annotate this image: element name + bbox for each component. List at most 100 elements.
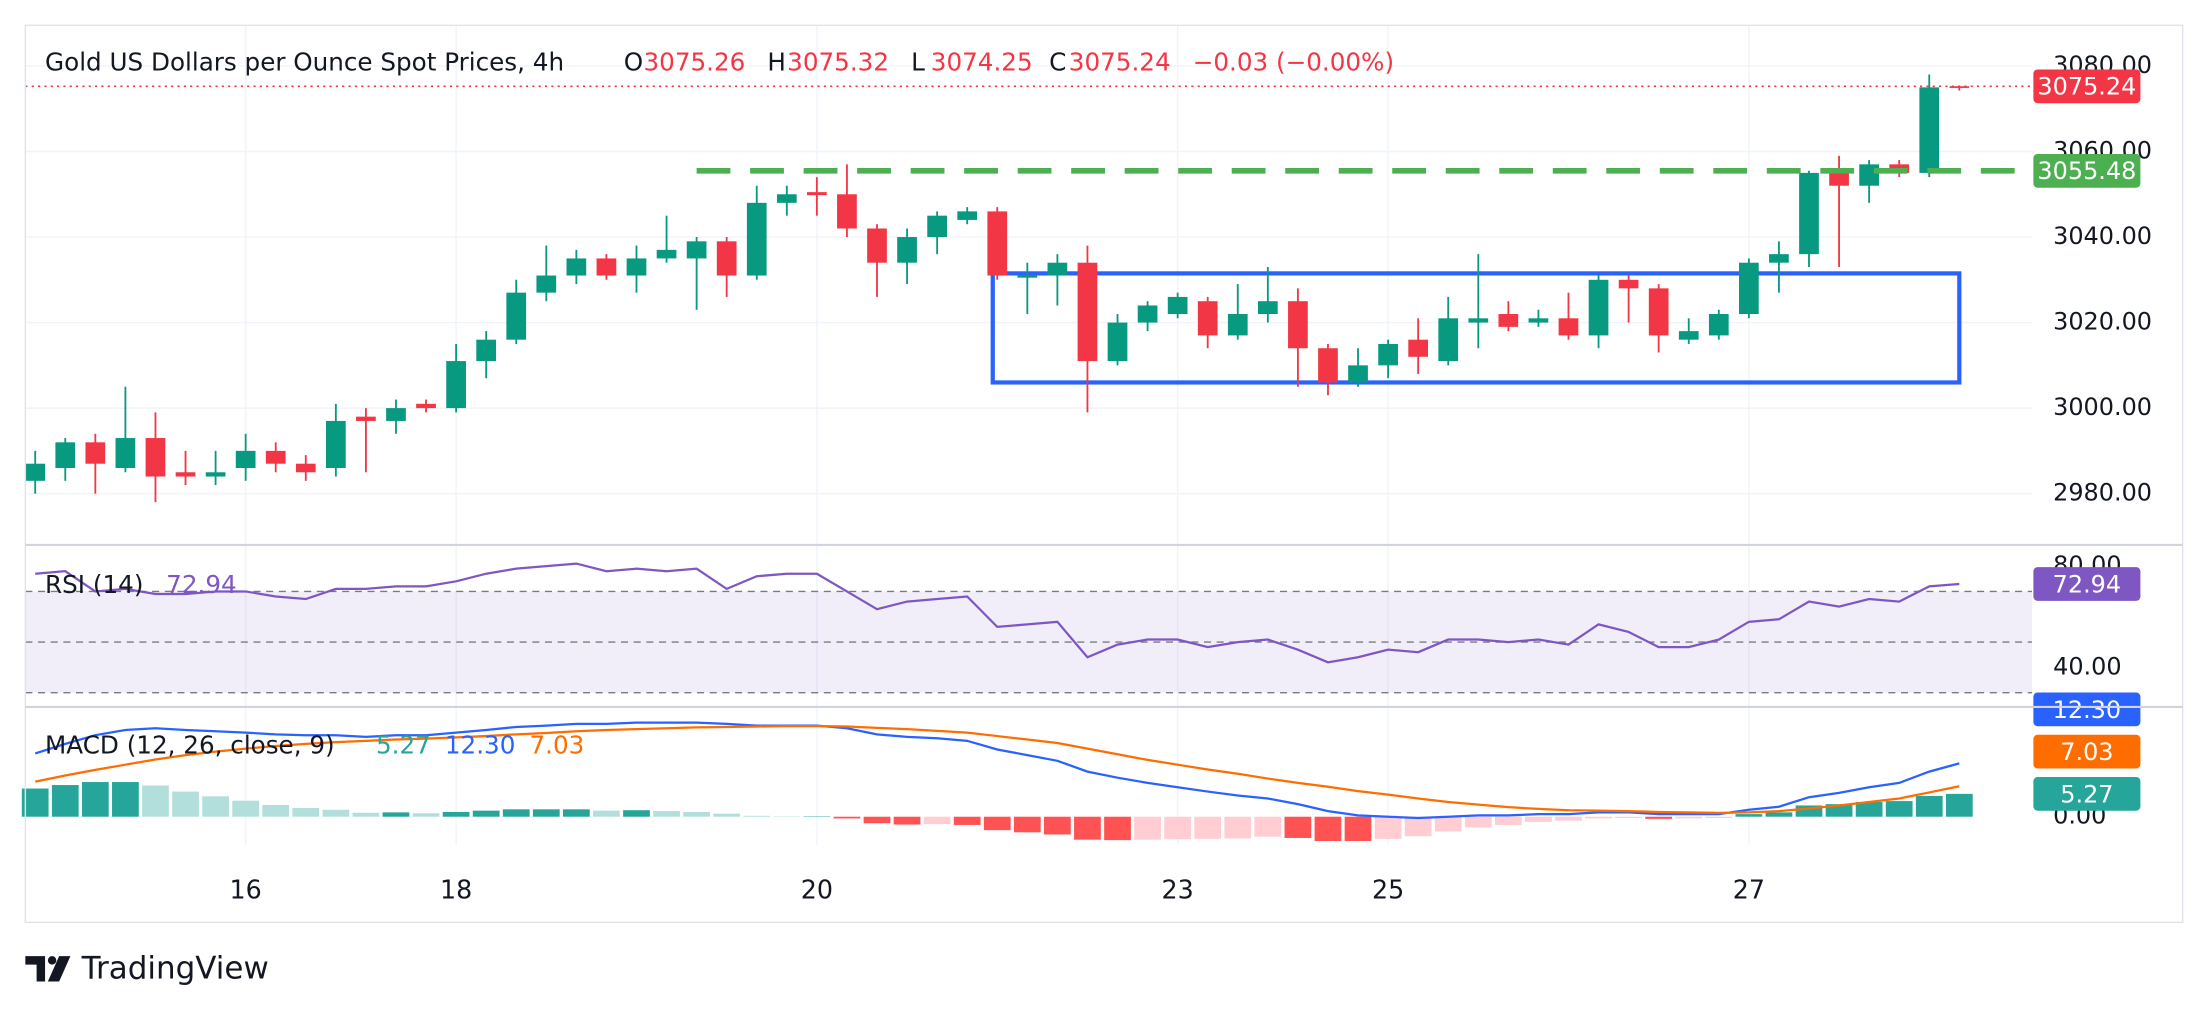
candle-body [566,258,587,276]
histogram-bar [232,800,260,817]
candle-body [1167,296,1188,315]
candle-body [1618,279,1639,289]
histogram-bar [1344,816,1372,842]
candle-body [265,450,286,464]
candle-body [1348,365,1368,383]
rsi-line [35,562,1960,664]
candle-body [295,463,316,473]
indicator-title: MACD (12, 26, close, 9) [45,730,335,759]
histogram-bar [893,816,921,825]
candle-body [1919,87,1940,173]
histogram-bar [21,788,49,817]
histogram-bar [953,816,981,825]
ohlc-value: 3075.32 [787,47,889,76]
candle-body [55,442,76,468]
histogram-bar [863,816,891,824]
histogram-bar [1404,816,1432,837]
candle-body [506,292,527,340]
change-label: −0.03 (−0.00%) [1193,47,1394,76]
histogram-bar [1224,816,1252,839]
histogram-bar [442,811,470,817]
candle-body [1227,314,1248,336]
price-badge [2033,567,2141,601]
histogram-bar [1284,816,1312,838]
histogram-bar [1735,814,1763,817]
histogram-bar [202,796,229,817]
candle-body [1588,279,1609,336]
x-tick-label: 18 [440,874,472,904]
logo-shape [47,956,57,965]
histogram-bar [322,809,350,817]
x-tick-label: 20 [801,874,833,904]
candle-body [1799,172,1819,255]
histogram-bar [262,805,290,817]
histogram-bar [743,815,771,817]
candle-body [1438,318,1459,362]
candle-body [686,241,707,259]
ohlc-value: 3075.24 [1069,47,1171,76]
candle-body [416,403,436,409]
ohlc-value: 3075.26 [644,47,746,76]
histogram-bar [1795,805,1823,817]
histogram-bar [1464,816,1492,828]
histogram-bar [172,791,199,817]
histogram-bar [983,816,1011,831]
y-tick-label: 3020.00 [2053,308,2152,336]
candle-body [145,438,166,477]
histogram-bar [51,785,79,817]
price-badge [2033,69,2141,104]
histogram-bar [623,810,650,817]
histogram-bar [472,810,500,817]
text-layer: 2980.003000.003020.003040.003060.003080.… [45,47,2152,904]
histogram-bar [502,809,530,817]
histogram-bar [1765,812,1793,817]
histogram-bar [1013,816,1041,833]
candle-body [1769,254,1789,263]
indicator-value: 12.30 [445,730,516,759]
histogram-bar [713,813,741,817]
candle-body [1859,164,1879,186]
histogram-bar [352,812,380,817]
range-box [990,271,1962,385]
histogram-bar [1645,816,1673,819]
histogram-bar [562,809,590,817]
logo-shape [25,956,46,982]
candle-body [85,442,106,464]
candle-body [1047,262,1068,276]
histogram-bar [1945,793,1973,817]
price-badge-label: 3055.48 [2037,157,2136,185]
histogram-bar [1164,816,1192,840]
price-badge-label: 3075.24 [2037,73,2136,101]
grid-layer [25,25,2032,845]
histogram-bar [1885,801,1913,817]
ohlc-prefix: C [1049,47,1066,76]
histogram-bar [1494,816,1522,825]
chart-title: Gold US Dollars per Ounce Spot Prices, 4… [45,47,564,76]
candle-body [837,194,857,229]
candle-body [776,194,797,203]
candle-body [1017,275,1038,278]
candle-body [175,472,196,477]
candle-body [1678,331,1699,340]
histogram-bar [1705,816,1733,819]
brand: TradingView [81,951,269,987]
candle-body [356,416,376,421]
ohlc-prefix: H [767,47,786,76]
x-tick-label: 25 [1372,874,1404,904]
histogram-bar [653,811,680,817]
y-tick-label: 3040.00 [2053,222,2152,250]
histogram-bar [833,816,861,819]
histogram-bar [1194,816,1222,839]
candle-body [596,258,617,276]
candle-body [1528,318,1549,323]
macd-line [34,724,1960,814]
histogram-bar [382,812,410,817]
candle-body [987,211,1008,276]
candle-body [386,408,406,421]
histogram-bar [412,813,440,817]
candle-body [656,249,677,259]
candle-body [927,215,947,238]
histogram-bar [142,785,169,817]
price-badge [2033,776,2141,811]
marks-layer [21,74,2032,842]
